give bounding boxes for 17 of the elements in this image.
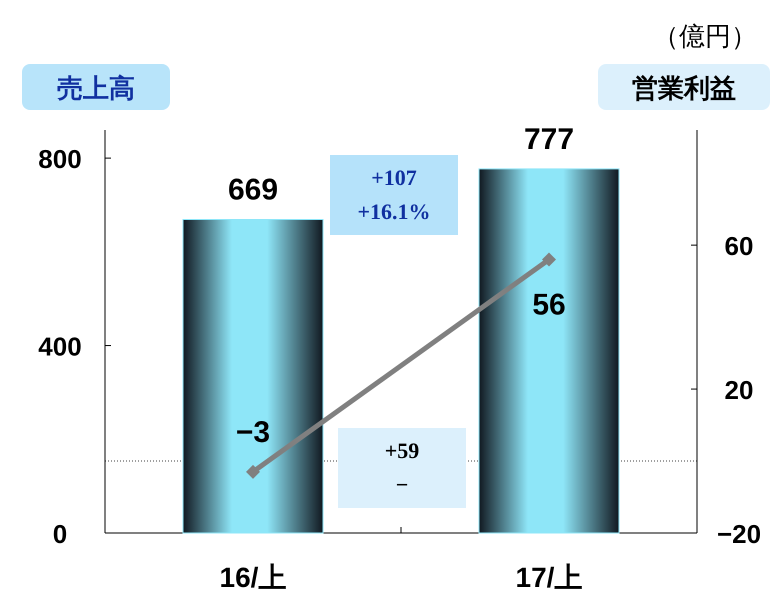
y-axis-title: 売上高 — [57, 73, 135, 103]
annotation: +107 +16.1% — [357, 165, 431, 224]
data-label: −3 — [236, 416, 270, 449]
data-label: 56 — [532, 288, 566, 322]
y-tick-label: 0 — [52, 519, 68, 549]
x-tick-label: 16/上 — [220, 562, 286, 593]
y-tick-label: 400 — [38, 332, 82, 362]
y2-tick-label: −20 — [716, 519, 762, 549]
data-label: 669 — [228, 174, 278, 207]
y2-tick-label: 20 — [724, 375, 754, 406]
y2-axis-title: 営業利益 — [632, 73, 736, 103]
annotation: +59 − — [384, 438, 420, 497]
text: （億円） — [653, 21, 757, 51]
y2-tick-label: 60 — [724, 231, 754, 262]
x-tick-label: 17/上 — [516, 562, 582, 593]
data-label: 777 — [524, 122, 574, 156]
y-tick-label: 800 — [38, 144, 82, 174]
